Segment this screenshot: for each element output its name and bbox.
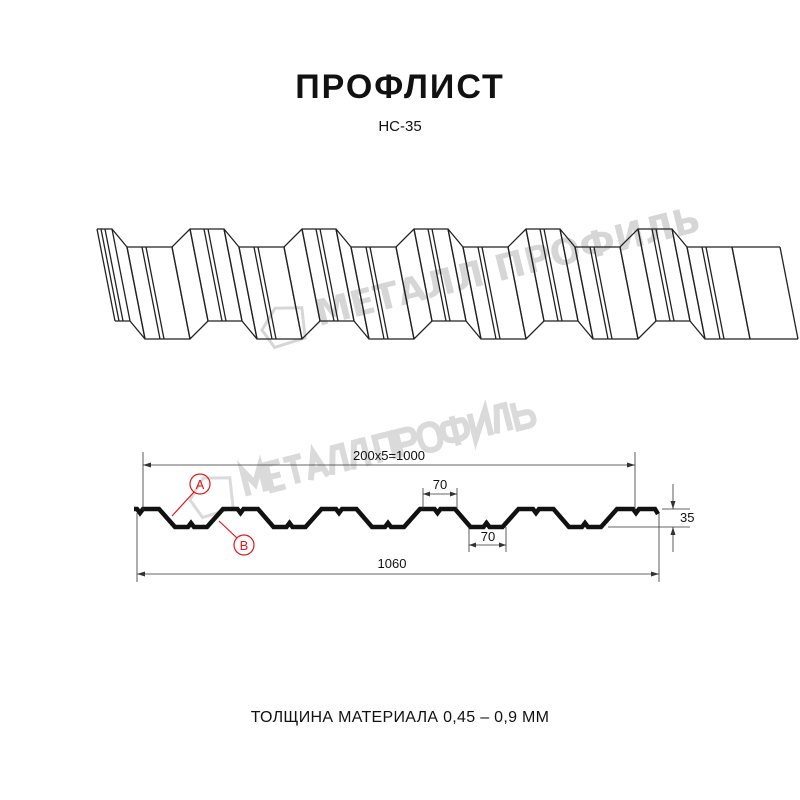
sheet-rib-line: [350, 246, 370, 340]
sheet-rib-line: [705, 246, 725, 340]
sheet-rib-line: [319, 228, 339, 322]
sheet-rib-line: [257, 246, 277, 340]
sheet-rib-line: [543, 228, 563, 322]
sheet-bottom-edge: [115, 320, 798, 340]
sheet-rib-line: [238, 246, 258, 340]
sheet-rib-line: [104, 228, 124, 322]
dimension-crest: [422, 488, 458, 509]
sheet-rib-line: [145, 246, 165, 340]
sheet-rib-line: [593, 246, 613, 340]
sheet-rib-line: [686, 246, 706, 340]
watermark-logo-top: МЕТАЛЛ ПРОФИЛЬ: [260, 199, 705, 350]
dimension-height-label: 35: [680, 510, 694, 525]
callout-b: [218, 520, 255, 556]
page-title: ПРОФЛИСТ: [295, 68, 505, 106]
sheet-rib-line: [651, 228, 671, 322]
sheet-fold-line: [96, 228, 116, 322]
dimension-trough: [468, 527, 507, 552]
sheet-fold-line: [779, 246, 799, 340]
sheet-rib-line: [481, 246, 501, 340]
watermark-logo-bottom: [188, 398, 537, 520]
dimension-overall: [136, 513, 660, 582]
sheet-rib-line: [701, 246, 721, 340]
sheet-rib-line: [100, 228, 120, 322]
sheet-rib-line: [301, 228, 321, 322]
sheet-rib-line: [559, 228, 579, 322]
sheet-rib-line: [253, 246, 273, 340]
sheet-rib-line: [619, 246, 639, 340]
callout-a-label: A: [196, 477, 205, 492]
sheet-rib-line: [171, 246, 191, 340]
sheet-rib-line: [283, 246, 303, 340]
sheet-rib-line: [203, 228, 223, 322]
watermark-lettering-graphic: [236, 398, 537, 497]
material-thickness-note: ТОЛЩИНА МАТЕРИАЛА 0,45 – 0,9 ММ: [250, 709, 550, 726]
sheet-rib-line: [574, 246, 594, 340]
sheet-fold-line: [111, 228, 131, 322]
sheet-rib-line: [655, 228, 675, 322]
sheet-rib-line: [315, 228, 335, 322]
profile-section: [134, 506, 660, 530]
callout-b-label: B: [240, 538, 249, 553]
sheet-rib-line: [126, 246, 146, 340]
sheet-rib-line: [525, 228, 545, 322]
dimension-trough-label: 70: [481, 529, 495, 544]
sheet-rib-line: [369, 246, 389, 340]
sheet-rib-line: [671, 228, 691, 322]
sheet-rib-line: [395, 246, 415, 340]
sheet-rib-line: [189, 228, 209, 322]
sheet-rib-line: [427, 228, 447, 322]
dimension-crest-label: 70: [433, 477, 447, 492]
dimension-overall-label: 1060: [378, 556, 407, 571]
sheet-rib-line: [731, 246, 751, 340]
model-subtitle: НС-35: [378, 118, 422, 135]
sheet-rib-line: [462, 246, 482, 340]
sheet-rib-line: [447, 228, 467, 322]
dimension-pitch-label: 200x5=1000: [353, 448, 425, 463]
sheet-rib-line: [335, 228, 355, 322]
sheet-rib-line: [223, 228, 243, 322]
sheet-rib-line: [539, 228, 559, 322]
isometric-sheet-view: [96, 228, 799, 340]
sheet-rib-line: [431, 228, 451, 322]
profile-line: [134, 506, 660, 530]
sheet-rib-line: [637, 228, 657, 322]
sheet-rib-line: [477, 246, 497, 340]
sheet-rib-line: [507, 246, 527, 340]
sheet-rib-line: [141, 246, 161, 340]
sheet-rib-line: [207, 228, 227, 322]
sheet-rib-line: [413, 228, 433, 322]
dimension-height: [608, 484, 690, 552]
dimension-pitch-total: [142, 452, 636, 510]
sheet-rib-line: [589, 246, 609, 340]
sheet-rib-line: [365, 246, 385, 340]
callout-a: [171, 473, 211, 517]
